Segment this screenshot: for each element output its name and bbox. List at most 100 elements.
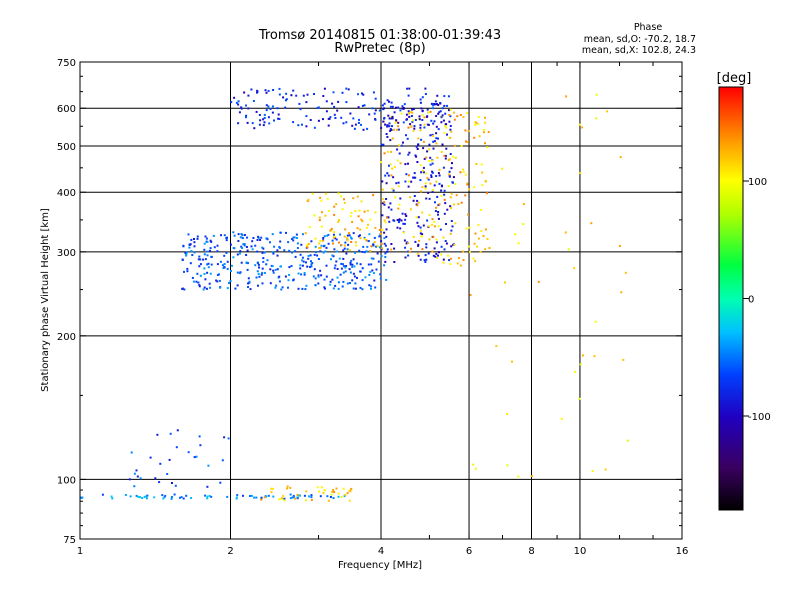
data-point [338,219,340,222]
data-point [233,96,236,99]
data-point [286,485,289,488]
data-point [241,247,243,249]
data-point [442,261,445,264]
data-point [129,495,132,498]
data-point [186,270,189,273]
data-point [431,159,434,162]
data-point [330,227,333,230]
data-point [243,243,246,245]
data-point [331,278,334,281]
data-point [404,246,407,249]
data-point [314,284,317,287]
data-point [410,125,413,128]
data-point [441,114,444,117]
data-point [424,254,427,257]
data-point [128,478,131,481]
data-point [267,116,270,119]
data-point [359,270,362,273]
data-point [278,118,281,120]
data-point [441,107,444,110]
data-point [388,220,391,223]
data-point [327,242,330,245]
data-point [295,94,298,97]
data-point [400,219,403,222]
data-point [446,133,448,136]
data-point [386,250,389,253]
data-point [437,254,439,257]
data-point [387,216,390,219]
data-point [425,258,428,261]
data-point [473,242,476,245]
data-point [370,287,372,290]
data-point [434,255,437,258]
data-point [210,255,213,258]
data-point [385,133,388,135]
data-point [251,122,254,125]
data-point [255,276,258,279]
data-point [593,355,596,358]
data-point [433,221,436,223]
data-point [448,259,451,262]
data-point [400,144,403,147]
data-point [310,240,313,243]
data-point [375,268,378,271]
data-point [423,126,426,129]
data-point [337,192,340,195]
y-tick-label: 750 [57,58,76,69]
data-point [397,221,400,224]
data-point [428,197,431,200]
data-point [388,125,391,128]
data-point [407,242,410,245]
chart-title: Tromsø 20140815 01:38:00-01:39:43 [258,28,501,43]
x-tick-label: 1 [77,546,83,557]
data-point [333,113,336,116]
data-point [363,104,366,107]
data-point [289,493,292,496]
data-point [387,150,390,153]
data-point [409,196,412,199]
data-point [424,187,427,190]
data-point [393,261,396,263]
data-point [199,444,202,447]
data-point [351,265,354,268]
data-point [193,238,195,240]
data-point [256,270,259,273]
data-point [448,170,451,173]
data-point [215,279,218,282]
data-point [236,271,239,274]
data-point [363,238,366,241]
data-point [486,238,489,240]
data-point [425,172,428,175]
data-point [313,214,316,217]
data-point [274,268,277,271]
data-point [153,496,156,499]
data-point [426,150,429,153]
data-point [274,286,277,289]
data-point [382,120,385,123]
data-point [431,133,434,136]
data-point [294,497,297,500]
data-point [581,126,584,129]
x-tick-label: 4 [378,546,384,557]
data-point [396,148,399,151]
data-point [210,263,213,266]
data-point [442,166,445,169]
data-point [287,279,290,282]
data-point [303,273,306,276]
data-point [417,225,420,228]
data-point [342,257,345,260]
data-point [437,217,440,220]
data-point [305,490,308,493]
data-point [368,233,371,236]
data-point [356,195,359,198]
data-point [317,106,320,109]
data-point [417,118,420,120]
data-point [323,489,326,492]
data-point [405,215,408,217]
data-point [437,128,440,131]
data-point [346,237,349,240]
data-point [352,287,355,290]
data-point [392,176,395,179]
data-point [372,243,375,246]
data-point [432,189,435,192]
